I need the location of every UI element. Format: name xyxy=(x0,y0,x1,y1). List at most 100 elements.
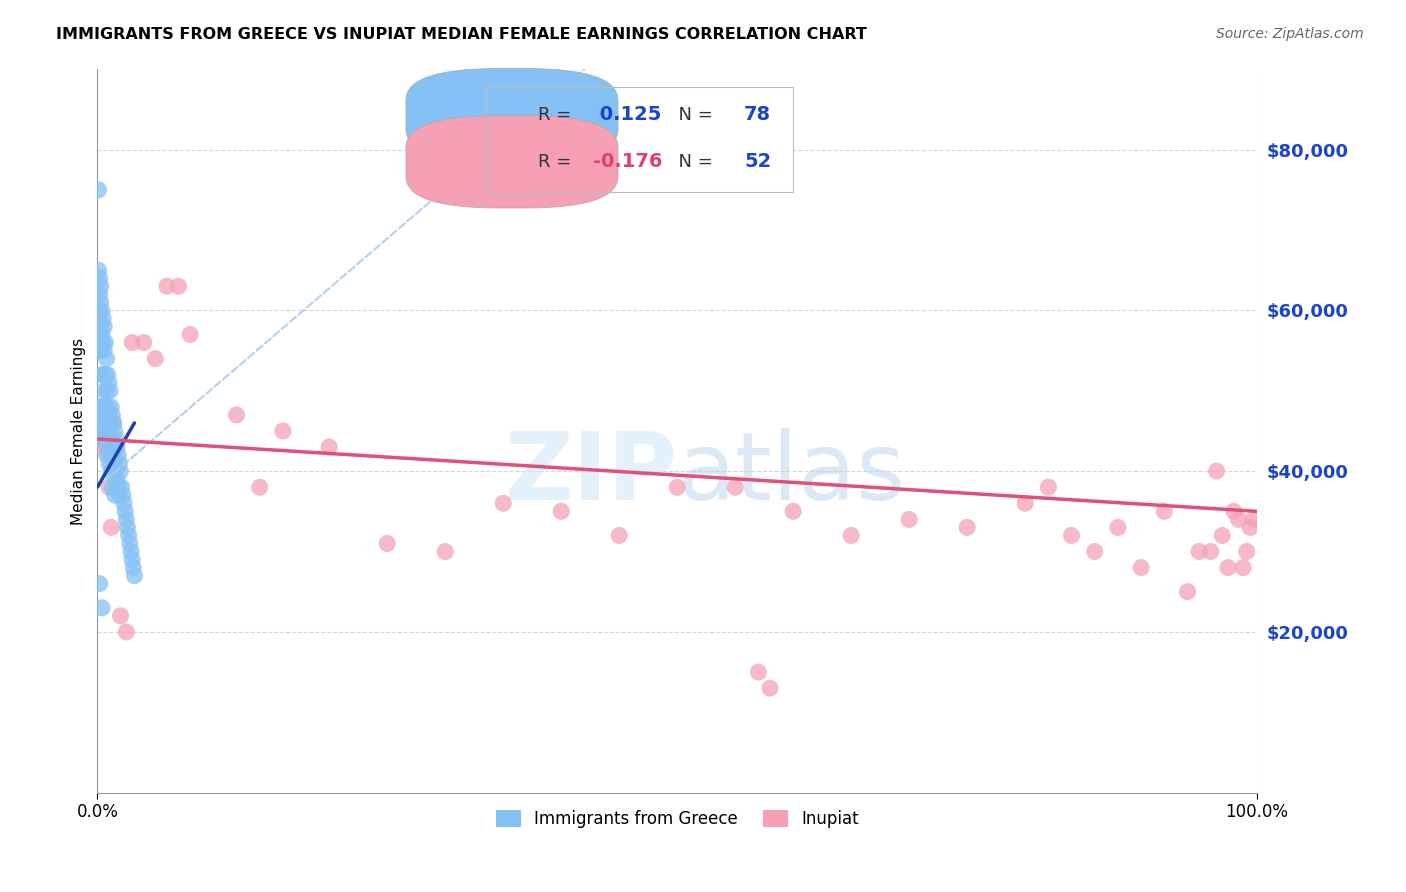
Point xyxy=(110,464,132,478)
Point xyxy=(112,496,135,510)
Point xyxy=(118,528,141,542)
Point xyxy=(1188,544,1211,558)
Point xyxy=(666,480,689,494)
Point xyxy=(104,456,127,470)
Point xyxy=(100,464,122,478)
Point xyxy=(724,480,747,494)
Point xyxy=(97,424,120,438)
Point xyxy=(1239,520,1261,534)
Point xyxy=(1060,528,1083,542)
Point xyxy=(839,528,862,542)
Point xyxy=(115,624,138,639)
Point xyxy=(89,271,111,285)
Point xyxy=(1243,512,1265,526)
Point xyxy=(104,440,127,454)
Point xyxy=(434,544,457,558)
Point xyxy=(179,327,201,342)
Point xyxy=(91,400,114,414)
Point xyxy=(105,472,128,486)
Point xyxy=(89,343,111,358)
Point xyxy=(87,432,110,446)
Point xyxy=(249,480,271,494)
Point xyxy=(156,279,179,293)
Point xyxy=(91,368,114,382)
Point xyxy=(90,279,112,293)
Point xyxy=(89,400,111,414)
Point xyxy=(375,536,398,550)
Point xyxy=(89,303,111,318)
Point xyxy=(90,343,112,358)
Point xyxy=(118,536,141,550)
Point xyxy=(1130,560,1153,574)
Point xyxy=(759,681,782,695)
Point xyxy=(98,384,121,398)
Point xyxy=(492,496,515,510)
Point xyxy=(91,311,114,326)
Point xyxy=(1216,560,1239,574)
Point xyxy=(122,560,145,574)
Point xyxy=(94,368,117,382)
Point xyxy=(97,408,120,422)
Point xyxy=(167,279,190,293)
Point xyxy=(97,432,120,446)
Point xyxy=(91,416,114,430)
Point xyxy=(97,376,120,390)
Y-axis label: Median Female Earnings: Median Female Earnings xyxy=(72,337,86,524)
Point xyxy=(103,416,125,430)
Point xyxy=(93,416,115,430)
Point xyxy=(115,512,138,526)
Point xyxy=(91,327,114,342)
Point xyxy=(1236,544,1258,558)
Point xyxy=(96,440,118,454)
Point xyxy=(104,464,127,478)
Point xyxy=(1223,504,1246,518)
Point xyxy=(104,488,127,502)
Point xyxy=(782,504,804,518)
Point xyxy=(121,335,143,350)
Point xyxy=(318,440,340,454)
Point xyxy=(103,416,125,430)
Point xyxy=(117,520,139,534)
Point xyxy=(97,400,120,414)
Point xyxy=(1199,544,1222,558)
Point xyxy=(100,520,122,534)
Point xyxy=(93,384,115,398)
Point xyxy=(104,424,127,438)
Point xyxy=(94,400,117,414)
Point xyxy=(91,440,114,454)
Point xyxy=(550,504,572,518)
Point xyxy=(111,488,134,502)
Point xyxy=(101,480,124,494)
Point xyxy=(143,351,166,366)
Point xyxy=(124,568,146,582)
Point xyxy=(96,384,118,398)
Point xyxy=(101,408,124,422)
Point xyxy=(121,552,143,566)
Point xyxy=(271,424,294,438)
Point xyxy=(1107,520,1129,534)
Point xyxy=(607,528,630,542)
Point xyxy=(90,400,112,414)
Point xyxy=(956,520,979,534)
Point xyxy=(110,608,132,623)
Point xyxy=(114,504,136,518)
Text: ZIP: ZIP xyxy=(505,428,678,520)
Point xyxy=(101,440,124,454)
Point xyxy=(91,335,114,350)
Point xyxy=(94,335,117,350)
Point xyxy=(747,665,769,679)
Point xyxy=(1232,560,1254,574)
Text: IMMIGRANTS FROM GREECE VS INUPIAT MEDIAN FEMALE EARNINGS CORRELATION CHART: IMMIGRANTS FROM GREECE VS INUPIAT MEDIAN… xyxy=(56,27,868,42)
Point xyxy=(93,343,115,358)
Point xyxy=(225,408,247,422)
Point xyxy=(1205,464,1227,478)
Point xyxy=(97,456,120,470)
Point xyxy=(1153,504,1175,518)
Point xyxy=(89,287,111,301)
Legend: Immigrants from Greece, Inupiat: Immigrants from Greece, Inupiat xyxy=(489,804,866,835)
Point xyxy=(1014,496,1036,510)
Point xyxy=(98,416,121,430)
Point xyxy=(90,319,112,334)
Point xyxy=(108,456,131,470)
Point xyxy=(1038,480,1060,494)
